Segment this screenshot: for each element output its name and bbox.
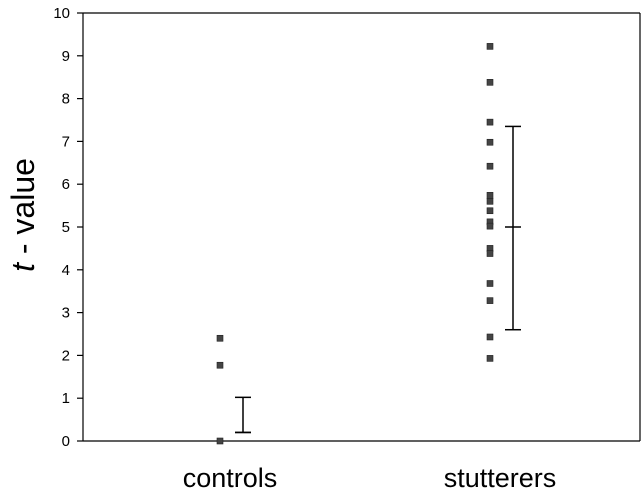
data-point [486,250,494,257]
data-point [486,222,494,230]
data-point [486,297,494,304]
data-point [216,361,224,369]
x-category-label: controls [183,463,278,493]
y-tick-label: 1 [62,390,70,407]
data-point [486,280,494,287]
y-axis-ticks: 0 1 2 3 4 5 6 7 8 9 10 [53,5,83,450]
data-point [486,118,494,126]
data-point [216,334,224,342]
data-point [486,162,494,170]
y-tick-label: 5 [62,219,70,236]
data-point [486,207,494,215]
y-axis-label-italic: t [5,262,41,272]
data-point [216,437,224,445]
data-point [486,198,494,205]
plot-area [82,12,641,442]
y-tick-label: 7 [62,133,70,150]
y-axis-label: t - value [5,158,41,272]
x-category-label: stutterers [444,463,557,493]
data-marks [216,43,521,445]
y-tick-label: 2 [62,347,70,364]
data-point [486,192,494,199]
y-tick-label: 8 [62,91,70,108]
y-tick-label: 6 [62,176,70,193]
data-point [486,138,494,146]
y-tick-label: 9 [62,48,70,65]
y-tick-label: 10 [53,5,70,22]
data-point [486,355,494,362]
y-tick-label: 3 [62,305,70,322]
data-point [486,43,494,50]
x-axis-categories: controls stutterers [183,463,557,493]
y-axis-label-rest: - value [5,158,41,263]
y-tick-label: 0 [62,433,70,450]
y-tick-label: 4 [62,262,70,279]
data-point [486,333,494,341]
data-point [486,79,494,86]
